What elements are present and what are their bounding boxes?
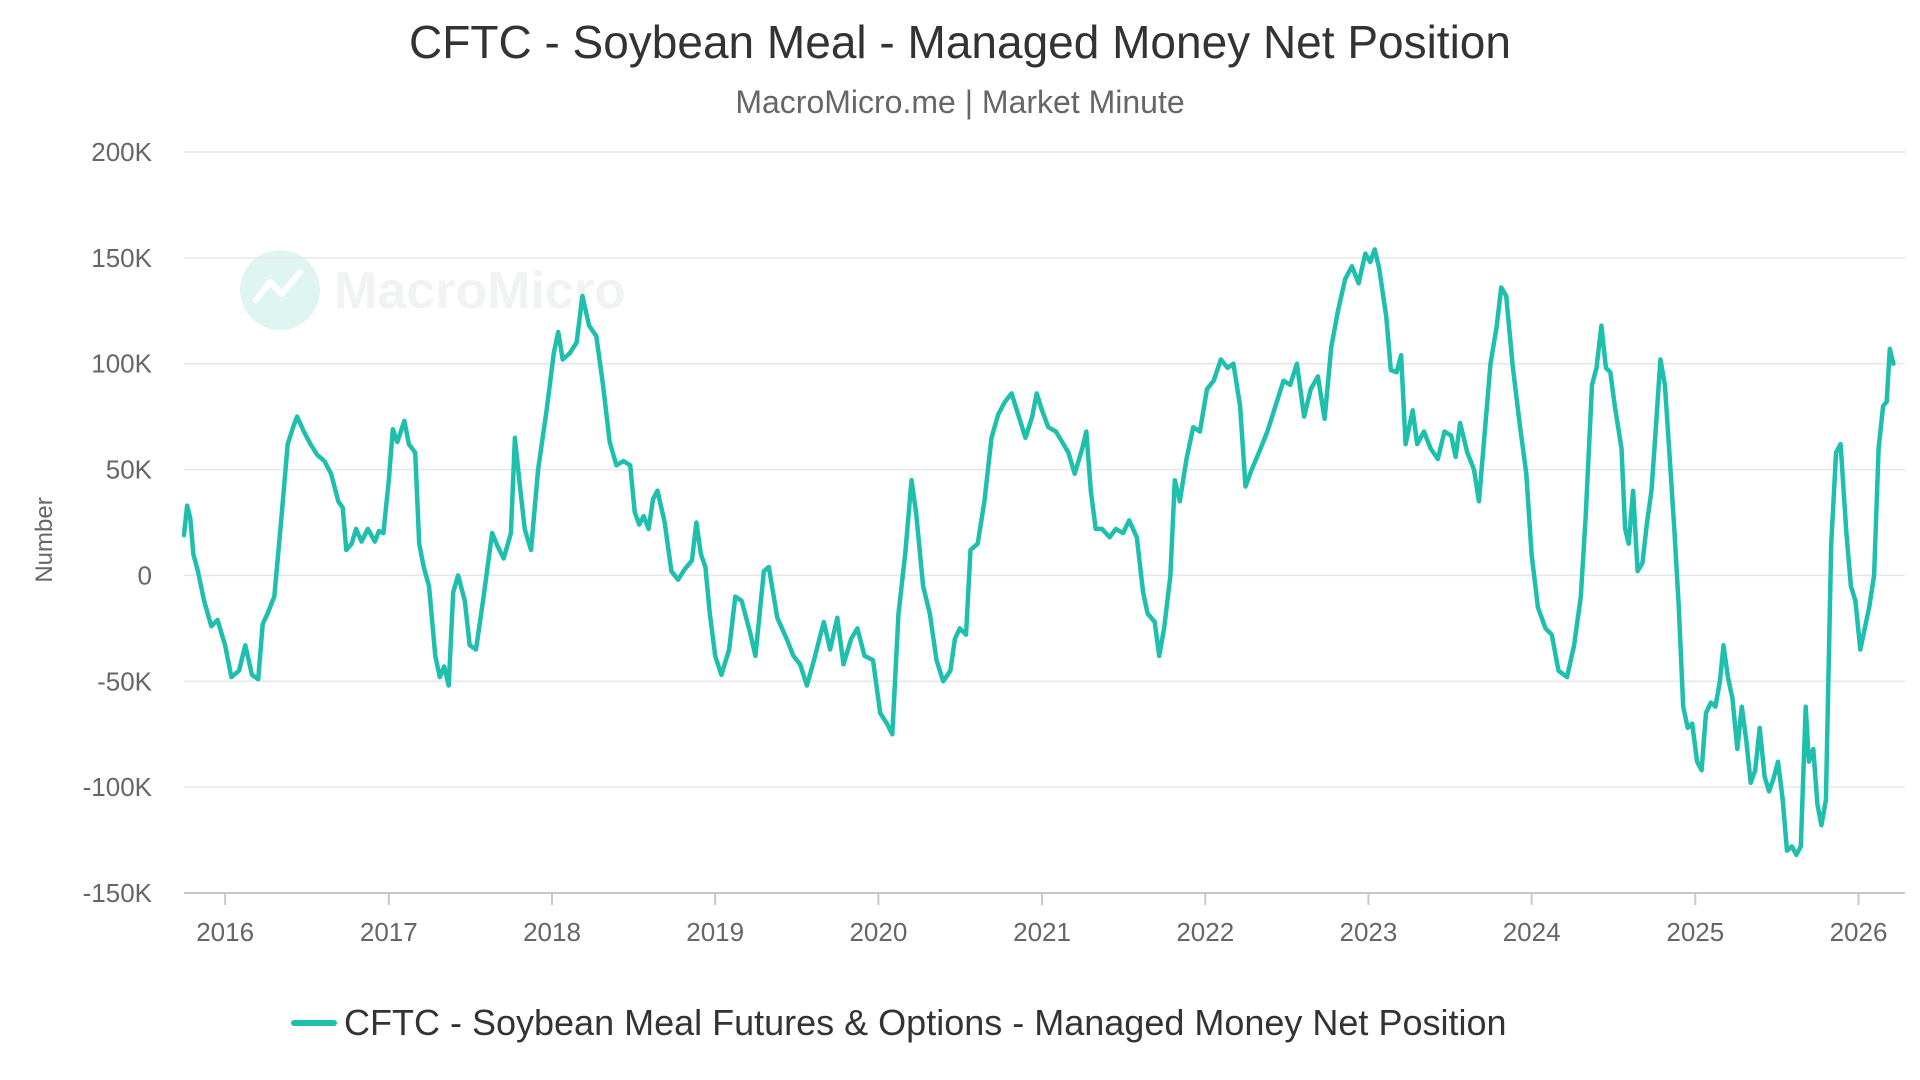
gridlines <box>184 151 1905 894</box>
x-tick-label: 2023 <box>1340 917 1398 947</box>
y-tick-label: -50K <box>97 666 153 696</box>
chart-subtitle: MacroMicro.me | Market Minute <box>735 84 1184 120</box>
legend[interactable]: CFTC - Soybean Meal Futures & Options - … <box>291 1002 1507 1043</box>
x-tick-label: 2025 <box>1666 917 1724 947</box>
x-tick-label: 2020 <box>849 917 907 947</box>
y-tick-label: 50K <box>106 455 153 485</box>
y-axis-ticks: 200K 150K 100K 50K 0 -50K -100K -150K <box>83 137 153 908</box>
y-tick-label: 150K <box>91 243 152 273</box>
y-tick-label: 100K <box>91 349 152 379</box>
legend-label[interactable]: CFTC - Soybean Meal Futures & Options - … <box>344 1002 1507 1043</box>
x-tick-label: 2022 <box>1176 917 1234 947</box>
x-tick-label: 2021 <box>1013 917 1071 947</box>
watermark-logo: MacroMicro <box>240 250 626 330</box>
x-axis-ticks: 2016 2017 2018 2019 2020 2021 2022 2023 2024 2025… <box>196 893 1887 947</box>
x-tick-label: 2017 <box>360 917 418 947</box>
x-tick-label: 2019 <box>686 917 744 947</box>
y-tick-label: -150K <box>83 878 153 908</box>
series-line-0[interactable] <box>181 247 1896 858</box>
y-tick-label: 0 <box>138 560 152 590</box>
x-tick-label: 2018 <box>523 917 581 947</box>
watermark-text: MacroMicro <box>334 262 626 320</box>
x-tick-label: 2026 <box>1830 917 1888 947</box>
series-layer <box>181 247 1896 858</box>
x-tick-label: 2024 <box>1503 917 1561 947</box>
y-axis-title: Number <box>31 497 58 582</box>
y-tick-label: -100K <box>83 772 153 802</box>
y-tick-label: 200K <box>91 137 152 167</box>
chart-title: CFTC - Soybean Meal - Managed Money Net … <box>409 16 1511 68</box>
x-tick-label: 2016 <box>196 917 254 947</box>
